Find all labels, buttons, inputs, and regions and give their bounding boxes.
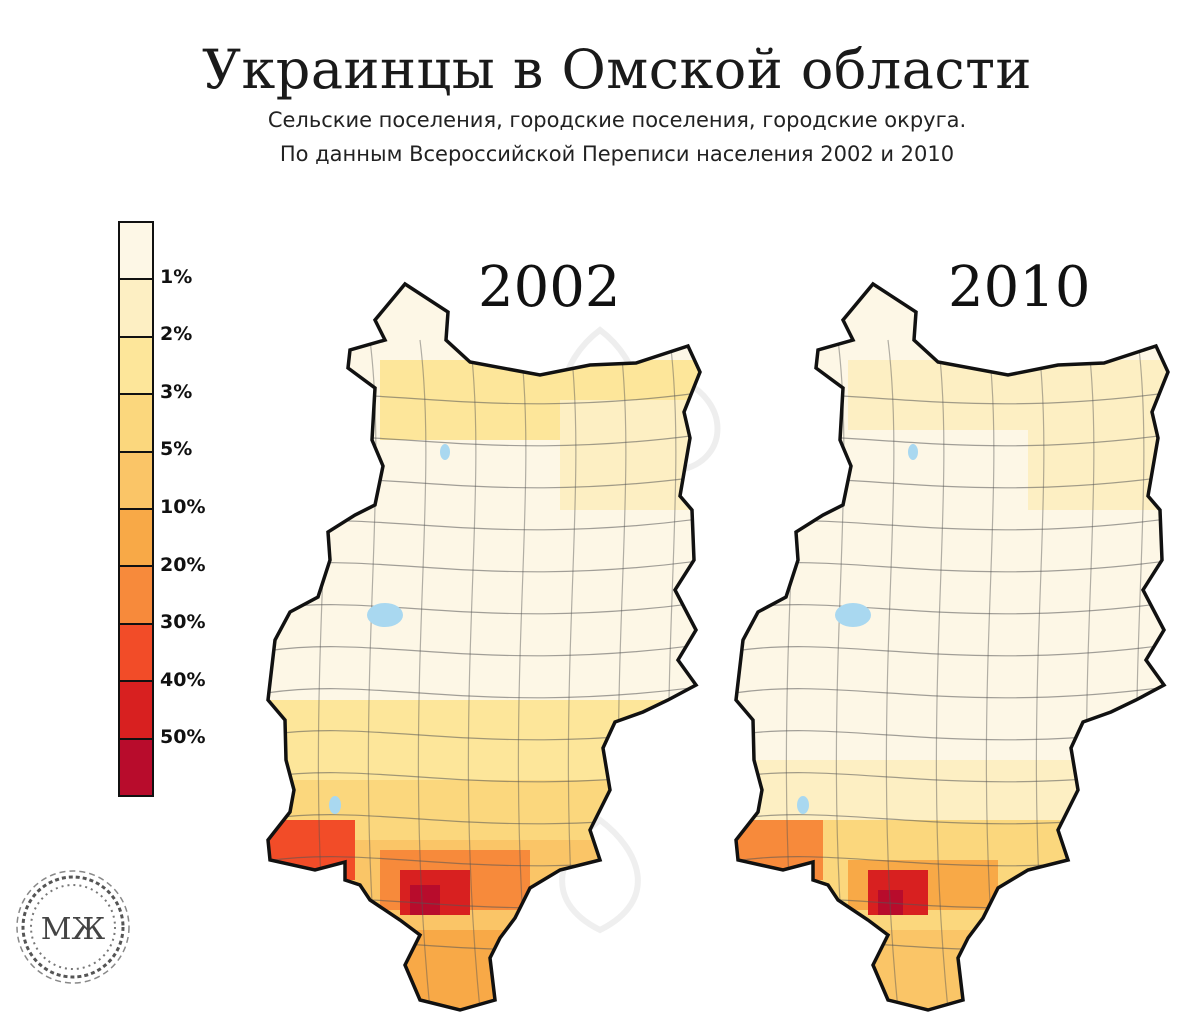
year-label-2010: 2010 <box>948 255 1091 320</box>
color-legend <box>118 221 154 797</box>
legend-label: 5% <box>160 438 193 461</box>
legend-label: 30% <box>160 611 206 634</box>
district-border <box>935 339 949 1010</box>
legend-swatch <box>120 395 152 453</box>
region-border <box>266 281 702 1012</box>
legend-label: 10% <box>160 496 206 518</box>
district-border <box>268 599 700 615</box>
district-border <box>985 339 999 1010</box>
legend-swatch <box>120 510 152 568</box>
year-label-2002: 2002 <box>478 255 621 320</box>
district-border <box>517 339 531 1010</box>
legend-swatch <box>120 337 152 396</box>
map-region-fill <box>410 885 440 915</box>
map-2010 <box>734 281 1170 1012</box>
logo-text: МЖ <box>40 912 106 947</box>
logo: МЖ <box>14 868 132 986</box>
district-border <box>736 599 1168 615</box>
legend-swatch <box>120 682 152 740</box>
map-subtitle-1: Сельские поселения, городские поселения,… <box>267 108 967 132</box>
legend-label: 20% <box>160 553 206 576</box>
legend-swatch <box>120 223 152 281</box>
map-subtitle-2: По данным Всероссийской Переписи населен… <box>279 142 955 166</box>
lake <box>908 444 918 460</box>
lake <box>440 444 450 460</box>
district-border <box>268 683 700 699</box>
lake <box>835 603 871 627</box>
lake <box>329 796 341 814</box>
district-border <box>736 683 1168 699</box>
map-2002 <box>266 281 702 1012</box>
district-border <box>467 339 481 1010</box>
legend-swatch <box>120 452 152 511</box>
district-border <box>736 641 1168 657</box>
map-region-fill <box>1028 400 1168 510</box>
lake <box>797 796 809 814</box>
district-border <box>885 339 899 1010</box>
legend-label: 3% <box>160 380 193 403</box>
legend-swatch <box>120 280 152 338</box>
map-title: Украинцы в Омской области <box>201 38 1032 101</box>
district-border <box>417 339 431 1010</box>
district-border <box>268 641 700 657</box>
legend-swatch <box>120 624 152 683</box>
legend-label: 1% <box>160 265 193 288</box>
legend-label: 2% <box>160 323 193 346</box>
legend-label: 50% <box>160 726 206 749</box>
map-region-fill <box>560 400 700 510</box>
ornament-wreath-icon <box>16 870 130 984</box>
region-border <box>734 281 1170 1012</box>
lake <box>367 603 403 627</box>
legend-swatch <box>120 567 152 625</box>
legend-label: 40% <box>160 668 206 691</box>
legend-swatch <box>120 739 152 796</box>
